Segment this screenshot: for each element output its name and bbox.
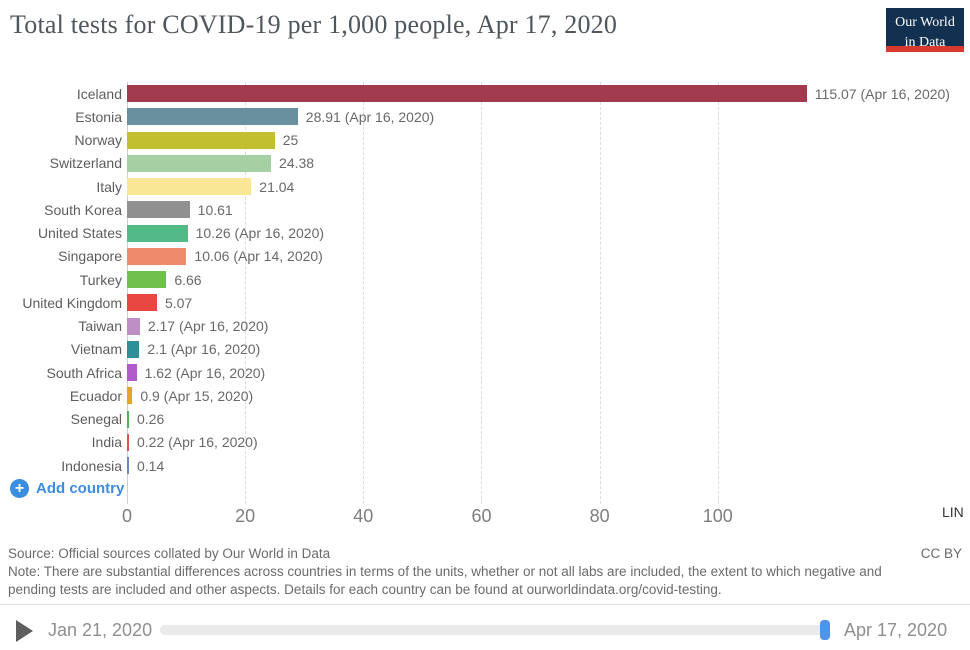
bar-row: Iceland 115.07 (Apr 16, 2020) [0, 82, 970, 105]
x-axis-tick-label: 20 [235, 506, 256, 526]
bar[interactable] [127, 294, 157, 312]
bar-value-label: 0.22 (Apr 16, 2020) [137, 434, 258, 451]
country-label: United States [37, 225, 122, 242]
country-label: United Kingdom [22, 294, 122, 311]
scale-toggle-button[interactable]: LIN [942, 504, 964, 520]
add-country-button[interactable]: + Add country [10, 479, 124, 498]
bar-rows: Iceland 115.07 (Apr 16, 2020) Estonia 28.91… [0, 82, 970, 477]
bar-row: Vietnam 2.1 (Apr 16, 2020) [0, 338, 970, 361]
country-label: South Africa [46, 364, 123, 381]
country-label: Senegal [70, 411, 122, 428]
owid-logo-line1: Our World [895, 15, 955, 30]
bar[interactable] [127, 387, 133, 405]
country-label: Taiwan [78, 318, 122, 335]
bar-value-label: 0.14 [137, 457, 165, 474]
timeline-handle[interactable] [820, 620, 830, 640]
country-label: Italy [96, 178, 122, 195]
bar[interactable] [127, 131, 275, 149]
play-button-icon[interactable] [16, 620, 33, 642]
footer-divider [0, 604, 970, 605]
chart-title: Total tests for COVID-19 per 1,000 peopl… [10, 10, 618, 39]
bar-value-label: 25 [282, 132, 299, 149]
bar-value-label: 0.26 [137, 411, 165, 428]
bar[interactable] [127, 154, 272, 172]
bar-row: India 0.22 (Apr 16, 2020) [0, 431, 970, 454]
country-label: Vietnam [70, 341, 122, 358]
country-label: Singapore [58, 248, 122, 265]
bar[interactable] [127, 271, 167, 289]
bar-value-label: 2.1 (Apr 16, 2020) [147, 341, 261, 358]
timeline-end-date: Apr 17, 2020 [844, 620, 948, 640]
bar-row: Estonia 28.91 (Apr 16, 2020) [0, 105, 970, 128]
bar-row: South Africa 1.62 (Apr 16, 2020) [0, 361, 970, 384]
x-axis: 0 20 40 60 80 100 [0, 506, 970, 530]
bar-value-label: 10.26 (Apr 16, 2020) [195, 225, 325, 242]
owid-logo[interactable]: Our World in Data [886, 8, 964, 52]
bar-value-label: 5.07 [164, 294, 193, 311]
bar[interactable] [127, 178, 252, 196]
bar[interactable] [127, 247, 187, 265]
bar-value-label: 24.38 [279, 155, 315, 172]
bar-value-label: 6.66 [174, 271, 202, 288]
country-label: Estonia [75, 108, 122, 125]
country-label: Iceland [76, 85, 122, 102]
bar-value-label: 28.91 (Apr 16, 2020) [305, 108, 435, 125]
x-axis-tick-label: 100 [702, 506, 733, 526]
bar-value-label: 2.17 (Apr 16, 2020) [147, 318, 269, 335]
bar-value-label: 10.61 [197, 201, 233, 218]
bar-row: United Kingdom 5.07 [0, 291, 970, 314]
license-link[interactable]: CC BY [920, 546, 962, 561]
bar-row: United States 10.26 (Apr 16, 2020) [0, 222, 970, 245]
timeline-track[interactable] [160, 625, 827, 635]
bar-value-label: 1.62 (Apr 16, 2020) [144, 364, 266, 381]
bar-row: Switzerland 24.38 [0, 152, 970, 175]
bar[interactable] [127, 457, 129, 475]
bar[interactable] [127, 340, 140, 358]
bar[interactable] [127, 317, 140, 335]
bar-row: Senegal 0.26 [0, 408, 970, 431]
bar-row: Indonesia 0.14 [0, 454, 970, 477]
bar[interactable] [127, 201, 190, 219]
bar[interactable] [127, 433, 129, 451]
timeline-start-date: Jan 21, 2020 [48, 620, 153, 640]
bar[interactable] [127, 410, 129, 428]
x-axis-tick-label: 60 [471, 506, 492, 526]
country-label: Norway [74, 132, 122, 149]
bar[interactable] [127, 364, 137, 382]
bar-value-label: 115.07 (Apr 16, 2020) [814, 85, 950, 102]
bar-row: Ecuador 0.9 (Apr 15, 2020) [0, 384, 970, 407]
owid-logo-line2: in Data [904, 35, 946, 51]
country-label: Switzerland [49, 155, 122, 172]
x-axis-tick-label: 0 [121, 506, 133, 526]
bar[interactable] [127, 85, 807, 103]
source-text: Source: Official sources collated by Our… [8, 546, 331, 561]
bar[interactable] [127, 108, 298, 126]
bar-row: South Korea 10.61 [0, 198, 970, 221]
bar-row: Italy 21.04 [0, 175, 970, 198]
country-label: Turkey [79, 271, 122, 288]
bar-row: Taiwan 2.17 (Apr 16, 2020) [0, 315, 970, 338]
plus-icon: + [10, 479, 29, 498]
add-country-label: Add country [36, 480, 125, 497]
country-label: Ecuador [69, 387, 122, 404]
bar-row: Norway 25 [0, 129, 970, 152]
bar-value-label: 10.06 (Apr 14, 2020) [194, 248, 323, 265]
bar[interactable] [127, 224, 188, 242]
bar-row: Singapore 10.06 (Apr 14, 2020) [0, 245, 970, 268]
note-text: Note: There are substantial differences … [8, 564, 882, 597]
bar-row: Turkey 6.66 [0, 268, 970, 291]
country-label: South Korea [44, 201, 122, 218]
bar-value-label: 0.9 (Apr 15, 2020) [140, 387, 254, 404]
x-axis-tick-label: 40 [353, 506, 374, 526]
country-label: Indonesia [61, 457, 122, 474]
x-axis-tick-label: 80 [589, 506, 610, 526]
country-label: India [91, 434, 122, 451]
bar-value-label: 21.04 [259, 178, 295, 195]
